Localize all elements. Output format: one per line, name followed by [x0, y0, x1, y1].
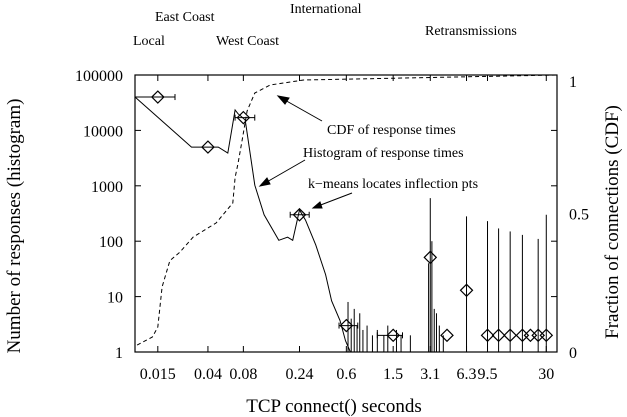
region-label-retransmissions: Retransmissions	[425, 24, 517, 39]
arrow-histogram	[264, 159, 306, 184]
x-tick-label: 0.04	[194, 366, 222, 383]
y-tick-label: 1	[115, 345, 123, 362]
annotation-kmeans: k−means locates inflection pts	[308, 177, 478, 192]
x-tick-label: 1.5	[383, 366, 403, 383]
region-label-international: International	[290, 2, 362, 17]
region-label-local: Local	[133, 34, 165, 49]
x-tick-label: 3.1	[420, 366, 440, 383]
histogram-line	[134, 96, 351, 353]
x-tick-label: 0.6	[336, 366, 356, 383]
x-tick-label: 0.24	[286, 366, 314, 383]
centroid-marker	[201, 140, 215, 154]
y2-tick-label: 1	[569, 74, 577, 91]
region-label-west-coast: West Coast	[216, 34, 279, 49]
centroid-marker	[503, 328, 518, 343]
plot-frame	[134, 74, 558, 353]
y-tick-label: 10000	[83, 123, 123, 140]
region-label-east-coast: East Coast	[155, 10, 215, 25]
axis-ticks: 100000 10000 1000 100 10 1 1 0.5 0 0.015 0.04 0.08 0…	[75, 68, 589, 383]
arrowhead-kmeans	[311, 201, 323, 209]
centroid-marker	[150, 90, 165, 104]
y-axis-title: Number of responses (histogram)	[4, 99, 25, 354]
x-axis-title: TCP connect() seconds	[246, 396, 422, 417]
centroid-marker	[539, 328, 554, 343]
centroid-marker	[339, 318, 354, 333]
centroid-marker	[491, 328, 506, 343]
annotation-arrows	[258, 95, 353, 209]
y-tick-label: 100	[99, 234, 123, 251]
centroid-marker	[236, 110, 251, 125]
x-tick-label: 0.015	[140, 366, 176, 383]
centroid-marker	[459, 283, 474, 298]
x-tick-label: 9.5	[478, 366, 498, 383]
arrowhead-histogram	[258, 177, 271, 187]
centroid-marker	[440, 328, 454, 343]
plot-marks	[134, 74, 558, 353]
arrow-kmeans	[317, 192, 353, 207]
centroid-marker	[423, 250, 438, 265]
y-tick-label: 10	[107, 290, 123, 307]
y-tick-label: 1000	[91, 179, 123, 196]
y2-tick-label: 0.5	[569, 207, 589, 224]
centroid-marker	[386, 328, 401, 343]
annotation-cdf: CDF of response times	[327, 123, 456, 138]
cdf-line	[136, 74, 558, 346]
arrow-cdf	[282, 98, 323, 122]
y2-tick-label: 0	[569, 345, 577, 362]
x-tick-label: 0.08	[229, 366, 257, 383]
y2-axis-title: Fraction of connections (CDF)	[602, 105, 623, 339]
y-tick-label: 100000	[75, 68, 123, 85]
centroid-marker	[523, 328, 538, 343]
centroid-marker	[480, 328, 495, 343]
x-tick-label: 30	[538, 366, 554, 383]
annotation-histogram: Histogram of response times	[303, 146, 464, 161]
arrowhead-cdf	[276, 95, 290, 105]
centroid-marker	[292, 207, 307, 222]
x-tick-label: 6.3	[457, 366, 477, 383]
